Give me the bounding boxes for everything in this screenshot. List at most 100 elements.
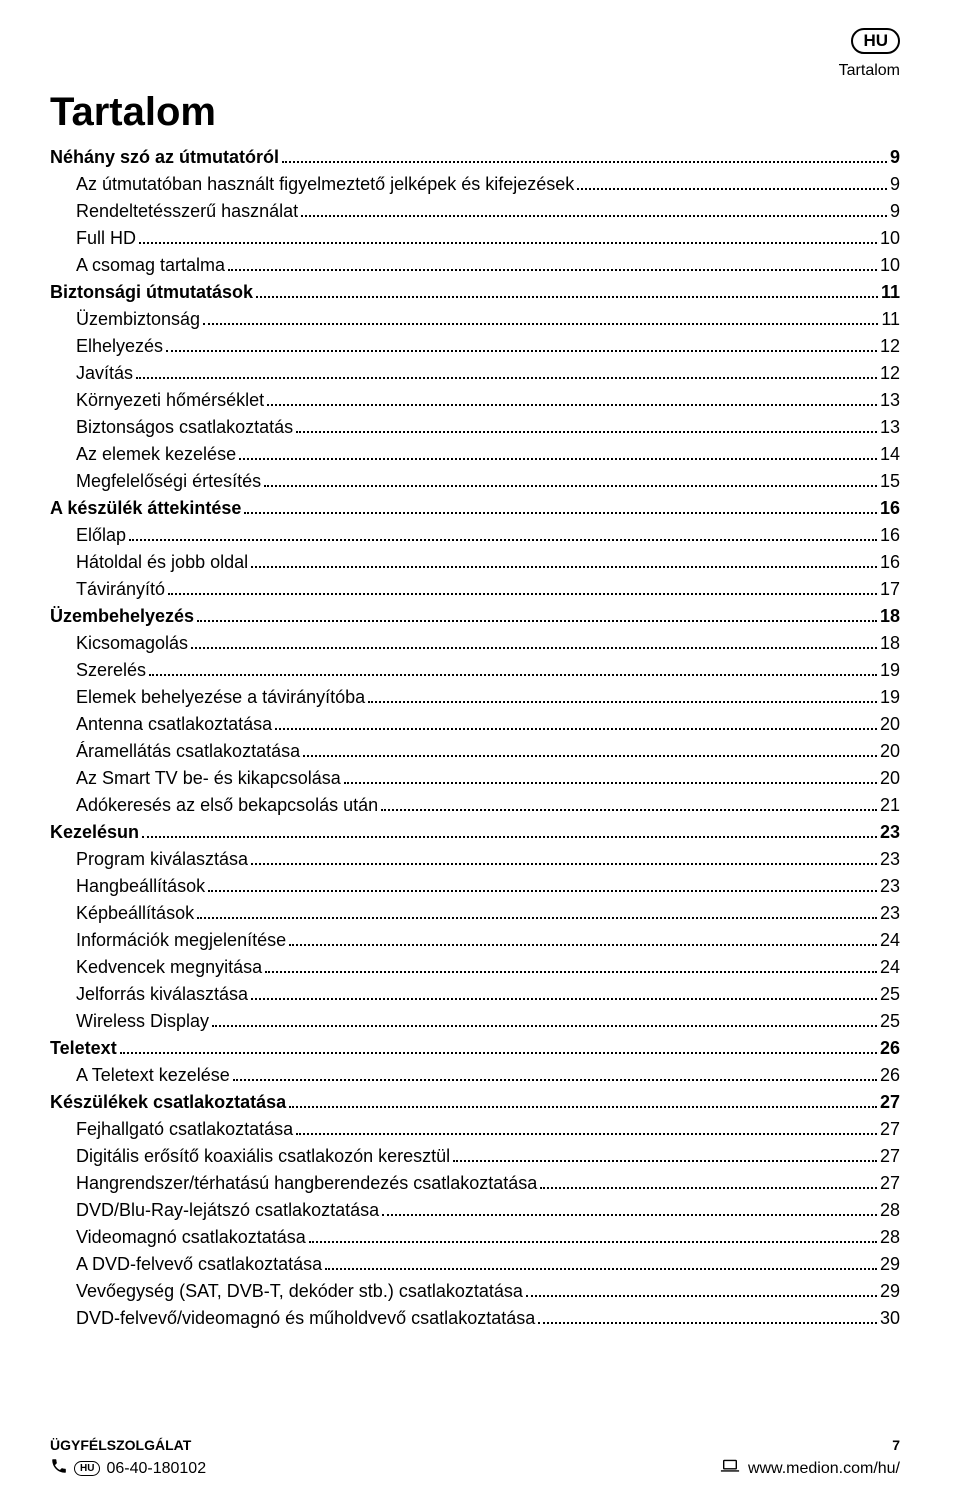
toc-entry-text: Üzembehelyezés: [50, 603, 194, 630]
toc-entry-text: Hátoldal és jobb oldal: [76, 549, 248, 576]
toc-entry: Az elemek kezelése14: [50, 441, 900, 468]
toc-entry-text: Megfelelőségi értesítés: [76, 468, 261, 495]
toc-leader-dots: [526, 1295, 877, 1297]
toc-entry-page: 19: [880, 657, 900, 684]
toc-entry-text: Környezeti hőmérséklet: [76, 387, 264, 414]
toc-leader-dots: [577, 188, 887, 190]
toc-leader-dots: [540, 1187, 877, 1189]
toc-leader-dots: [244, 512, 877, 514]
toc-entry-page: 9: [890, 198, 900, 225]
toc-entry-text: Információk megjelenítése: [76, 927, 286, 954]
toc-entry-text: Full HD: [76, 225, 136, 252]
toc-entry: Javítás12: [50, 360, 900, 387]
toc-leader-dots: [208, 890, 877, 892]
toc-entry-text: Teletext: [50, 1035, 117, 1062]
toc-entry-page: 11: [881, 279, 900, 306]
toc-entry-text: Kedvencek megnyitása: [76, 954, 262, 981]
toc-entry-page: 20: [880, 711, 900, 738]
toc-entry: A készülék áttekintése16: [50, 495, 900, 522]
toc-entry: Kicsomagolás 18: [50, 630, 900, 657]
toc-entry-text: Elemek behelyezése a távirányítóba: [76, 684, 365, 711]
toc-entry-page: 29: [880, 1251, 900, 1278]
toc-entry-page: 10: [880, 252, 900, 279]
toc-entry-page: 23: [880, 873, 900, 900]
toc-entry: Adókeresés az első bekapcsolás után21: [50, 792, 900, 819]
toc-entry: Full HD 10: [50, 225, 900, 252]
toc-leader-dots: [166, 350, 877, 352]
toc-entry-page: 20: [880, 765, 900, 792]
document-page: HU Tartalom Tartalom Néhány szó az útmut…: [0, 0, 960, 1498]
toc-entry: Videomagnó csatlakoztatása28: [50, 1224, 900, 1251]
laptop-icon: [720, 1459, 740, 1478]
toc-entry-text: Üzembiztonság: [76, 306, 200, 333]
toc-entry: A Teletext kezelése26: [50, 1062, 900, 1089]
toc-leader-dots: [296, 431, 877, 433]
toc-entry-text: Javítás: [76, 360, 133, 387]
toc-entry-text: Kezelésun: [50, 819, 139, 846]
toc-leader-dots: [251, 863, 877, 865]
toc-entry: Fejhallgató csatlakoztatása27: [50, 1116, 900, 1143]
toc-leader-dots: [168, 593, 877, 595]
toc-entry-page: 28: [880, 1197, 900, 1224]
toc-entry-page: 18: [880, 630, 900, 657]
toc-entry-text: Az elemek kezelése: [76, 441, 236, 468]
toc-entry-page: 21: [880, 792, 900, 819]
toc-entry-page: 17: [880, 576, 900, 603]
toc-entry: Antenna csatlakoztatása 20: [50, 711, 900, 738]
toc-entry-page: 24: [880, 954, 900, 981]
table-of-contents: Néhány szó az útmutatóról9Az útmutatóban…: [50, 144, 900, 1332]
toc-entry-page: 27: [880, 1089, 900, 1116]
toc-leader-dots: [289, 944, 877, 946]
toc-entry-page: 25: [880, 981, 900, 1008]
toc-entry-text: Szerelés: [76, 657, 146, 684]
page-number: 7: [892, 1437, 900, 1453]
toc-entry: Vevőegység (SAT, DVB-T, dekóder stb.) cs…: [50, 1278, 900, 1305]
toc-entry-text: Digitális erősítő koaxiális csatlakozón …: [76, 1143, 450, 1170]
toc-entry-text: Áramellátás csatlakoztatása: [76, 738, 300, 765]
toc-leader-dots: [251, 566, 877, 568]
page-footer: ÜGYFÉLSZOLGÁLAT 7 HU 06-40-180102: [50, 1437, 900, 1480]
toc-leader-dots: [228, 269, 877, 271]
toc-entry-page: 11: [881, 306, 900, 333]
toc-leader-dots: [368, 701, 877, 703]
toc-entry-page: 20: [880, 738, 900, 765]
toc-leader-dots: [251, 998, 877, 1000]
toc-entry: Program kiválasztása23: [50, 846, 900, 873]
toc-entry-page: 26: [880, 1062, 900, 1089]
toc-entry-text: Program kiválasztása: [76, 846, 248, 873]
toc-entry-page: 27: [880, 1116, 900, 1143]
toc-entry: DVD/Blu-Ray-lejátszó csatlakoztatása 28: [50, 1197, 900, 1224]
toc-entry: Megfelelőségi értesítés15: [50, 468, 900, 495]
toc-entry-text: A DVD-felvevő csatlakoztatása: [76, 1251, 322, 1278]
toc-entry-text: Néhány szó az útmutatóról: [50, 144, 279, 171]
toc-leader-dots: [264, 485, 877, 487]
service-label: ÜGYFÉLSZOLGÁLAT: [50, 1437, 191, 1453]
toc-entry-page: 10: [880, 225, 900, 252]
toc-entry-text: Jelforrás kiválasztása: [76, 981, 248, 1008]
toc-entry-page: 16: [880, 522, 900, 549]
toc-entry-page: 16: [880, 549, 900, 576]
toc-entry: Biztonsági útmutatások11: [50, 279, 900, 306]
toc-entry: Kezelésun23: [50, 819, 900, 846]
toc-entry-text: DVD/Blu-Ray-lejátszó csatlakoztatása: [76, 1197, 379, 1224]
website-url: www.medion.com/hu/: [748, 1460, 900, 1478]
toc-entry: Elemek behelyezése a távirányítóba19: [50, 684, 900, 711]
toc-entry: A DVD-felvevő csatlakoztatása 29: [50, 1251, 900, 1278]
toc-leader-dots: [309, 1241, 877, 1243]
toc-entry: Üzembehelyezés18: [50, 603, 900, 630]
toc-entry: Környezeti hőmérséklet13: [50, 387, 900, 414]
toc-entry-text: Hangbeállítások: [76, 873, 205, 900]
toc-entry-text: Kicsomagolás: [76, 630, 188, 657]
toc-entry-page: 16: [880, 495, 900, 522]
toc-leader-dots: [381, 809, 877, 811]
phone-number: 06-40-180102: [106, 1460, 206, 1478]
toc-entry-text: Vevőegység (SAT, DVB-T, dekóder stb.) cs…: [76, 1278, 523, 1305]
toc-leader-dots: [239, 458, 877, 460]
toc-entry-page: 24: [880, 927, 900, 954]
toc-entry-text: Antenna csatlakoztatása: [76, 711, 272, 738]
toc-entry: Teletext26: [50, 1035, 900, 1062]
toc-leader-dots: [197, 620, 877, 622]
toc-entry-page: 9: [890, 171, 900, 198]
toc-entry: Információk megjelenítése 24: [50, 927, 900, 954]
toc-leader-dots: [275, 728, 877, 730]
